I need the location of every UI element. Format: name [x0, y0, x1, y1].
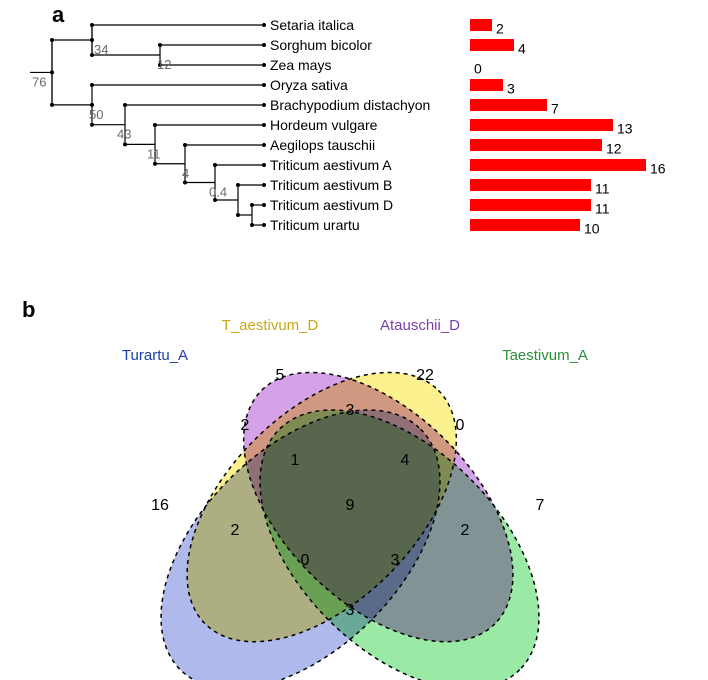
- panel-b-svg: 16 5 22 7 2 3 0 1 4 9 2 0 3 2 3 Turartu_…: [0, 300, 708, 680]
- bar-rect: [470, 199, 591, 211]
- svg-text:0.4: 0.4: [209, 185, 227, 200]
- bar-rect: [470, 159, 646, 171]
- svg-text:12: 12: [157, 57, 171, 72]
- bar-value: 4: [518, 41, 526, 57]
- venn-only-blue: 16: [151, 497, 169, 514]
- bar-rect: [470, 39, 514, 51]
- bar-value: 11: [595, 201, 610, 217]
- bar-value: 10: [584, 221, 600, 237]
- species-label: Setaria italica: [270, 17, 354, 33]
- bar-value: 12: [606, 141, 622, 157]
- bar-rect: [470, 79, 503, 91]
- venn-title-purple: Atauschii_D: [380, 317, 460, 334]
- panel-a-svg: 76341250431140.4Setaria italicaSorghum b…: [0, 0, 708, 270]
- bar-value: 7: [551, 101, 559, 117]
- bar-rect: [470, 19, 492, 31]
- svg-text:11: 11: [147, 146, 161, 161]
- svg-text:4: 4: [182, 166, 189, 181]
- venn-title-yellow: T_aestivum_D: [222, 317, 319, 334]
- venn-p-g: 0: [456, 417, 465, 434]
- venn-center: 9: [346, 497, 355, 514]
- species-label: Triticum urartu: [270, 217, 360, 233]
- species-label: Triticum aestivum B: [270, 177, 392, 193]
- species-label: Oryza sativa: [270, 77, 348, 93]
- species-label: Zea mays: [270, 57, 331, 73]
- venn-only-yellow: 5: [276, 367, 285, 384]
- bar-rect: [470, 179, 591, 191]
- svg-text:34: 34: [94, 42, 108, 57]
- venn-b-g: 3: [346, 602, 355, 619]
- species-label: Sorghum bicolor: [270, 37, 372, 53]
- venn-only-green: 7: [536, 497, 545, 514]
- venn-b-p-g: 0: [301, 552, 310, 569]
- venn-y-p-g: 4: [401, 452, 410, 469]
- bar-value: 13: [617, 121, 633, 137]
- bar-value: 3: [507, 81, 515, 97]
- venn-only-purple: 22: [416, 367, 434, 384]
- bar-value: 2: [496, 21, 504, 37]
- bar-rect: [470, 99, 547, 111]
- bar-value: 0: [474, 61, 482, 77]
- species-label: Triticum aestivum A: [270, 157, 392, 173]
- species-label: Aegilops tauschii: [270, 137, 375, 153]
- venn-y-p: 3: [346, 402, 355, 419]
- venn-b-y-g: 3: [391, 552, 400, 569]
- species-label: Brachypodium distachyon: [270, 97, 430, 113]
- svg-text:76: 76: [32, 74, 46, 89]
- svg-text:43: 43: [117, 127, 131, 142]
- venn-title-green: Taestivum_A: [502, 347, 588, 364]
- bar-value: 16: [650, 161, 666, 177]
- venn-title-blue: Turartu_A: [122, 347, 188, 364]
- bar-rect: [470, 119, 613, 131]
- venn-y-g: 2: [461, 522, 470, 539]
- venn-b-y-p: 1: [291, 452, 300, 469]
- bar-rect: [470, 219, 580, 231]
- venn-b-p: 2: [231, 522, 240, 539]
- species-label: Hordeum vulgare: [270, 117, 378, 133]
- svg-text:50: 50: [89, 107, 103, 122]
- bar-value: 11: [595, 181, 610, 197]
- venn-b-y: 2: [241, 417, 250, 434]
- bar-rect: [470, 139, 602, 151]
- species-label: Triticum aestivum D: [270, 197, 393, 213]
